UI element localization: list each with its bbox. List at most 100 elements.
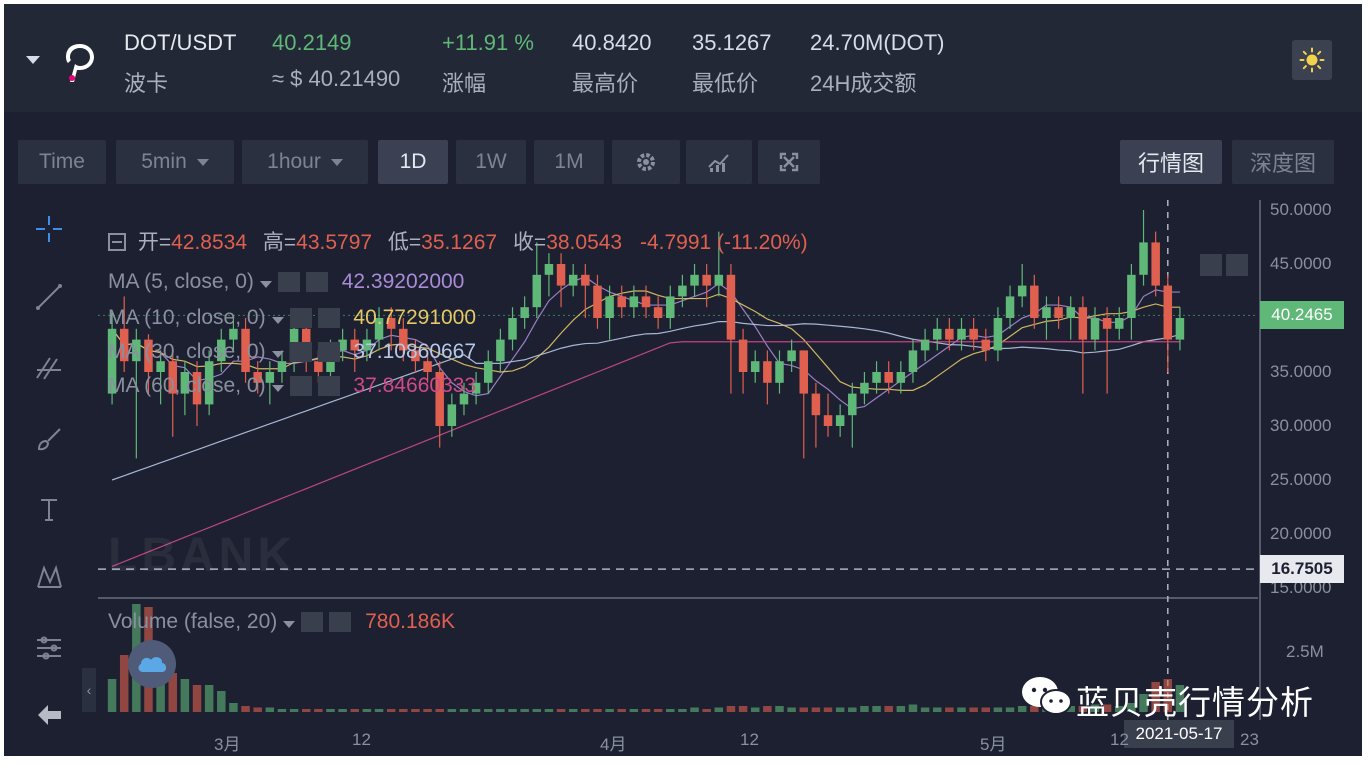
volume-bar xyxy=(823,707,833,712)
panel-collapse-tab[interactable]: ‹ xyxy=(82,668,96,712)
time-button[interactable]: Time xyxy=(18,140,106,184)
gear-icon[interactable] xyxy=(301,612,324,633)
volume-bar xyxy=(192,685,202,712)
candle-body xyxy=(787,350,796,362)
volume-bar xyxy=(1078,706,1088,712)
volume-bar xyxy=(471,709,481,712)
volume-bar xyxy=(484,709,493,712)
candle-body xyxy=(835,415,845,426)
candle-body xyxy=(1102,318,1112,329)
volume-bar xyxy=(593,709,602,712)
volume-bar xyxy=(1102,704,1112,712)
candle-body xyxy=(459,393,469,405)
volume-bar xyxy=(411,709,420,712)
price-axis[interactable]: 50.0000 45.0000 35.0000 30.0000 25.0000 20.00… xyxy=(1258,200,1362,720)
settings-button[interactable] xyxy=(612,140,680,184)
volume-bar xyxy=(629,709,639,712)
volume-bar xyxy=(993,707,1003,712)
interval-1m-button[interactable]: 1M xyxy=(534,140,604,184)
candle-body xyxy=(848,393,857,416)
caret-down-icon[interactable] xyxy=(271,351,284,358)
y-axis-tick: 50.0000 xyxy=(1270,200,1332,219)
volume-bar xyxy=(605,709,614,712)
volume-bar xyxy=(811,707,821,712)
text-tool[interactable] xyxy=(32,492,66,526)
close-icon[interactable] xyxy=(329,612,352,633)
chart-area[interactable] xyxy=(98,200,1258,740)
candle-body xyxy=(823,415,833,426)
low-label: 最低价 xyxy=(692,71,759,96)
caret-down-icon[interactable] xyxy=(283,621,296,628)
close-icon[interactable] xyxy=(317,308,340,329)
pattern-tool[interactable] xyxy=(32,560,66,594)
caret-down-icon[interactable] xyxy=(271,317,284,324)
candle-body xyxy=(484,361,493,383)
volume-bar xyxy=(508,709,517,712)
candle-body xyxy=(374,318,384,340)
volume-bar xyxy=(1017,706,1027,712)
volume-bar xyxy=(763,706,772,712)
volume-bar xyxy=(848,707,857,712)
cloud-icon xyxy=(138,657,167,672)
fib-tool[interactable] xyxy=(32,350,66,384)
theme-toggle-button[interactable] xyxy=(1292,40,1332,80)
close-icon[interactable] xyxy=(317,376,340,397)
close-icon[interactable] xyxy=(305,272,328,293)
gear-icon[interactable] xyxy=(289,342,312,363)
volume-bar xyxy=(957,707,966,712)
change-value: +11.91 % xyxy=(442,30,534,55)
trendline-tool[interactable] xyxy=(32,280,66,314)
caret-down-icon[interactable] xyxy=(259,281,272,288)
volume-bar xyxy=(932,707,942,712)
interval-1d-button[interactable]: 1D xyxy=(378,140,448,184)
interval-1w-button[interactable]: 1W xyxy=(456,140,526,184)
cloud-badge-icon[interactable] xyxy=(128,640,176,688)
close-label: 收= xyxy=(512,231,547,254)
gear-icon[interactable] xyxy=(289,308,312,329)
candle-body xyxy=(423,361,432,372)
candle-body xyxy=(204,361,214,405)
measure-tool[interactable] xyxy=(32,630,66,664)
high-label: 最高价 xyxy=(572,71,639,96)
brush-tool[interactable] xyxy=(32,422,66,456)
last-price-tag: 40.2465 xyxy=(1260,301,1344,330)
candle-body xyxy=(508,318,517,340)
volume-bar xyxy=(532,709,542,712)
candle-body xyxy=(192,372,202,405)
interval-1hour-dropdown[interactable]: 1hour xyxy=(242,140,368,184)
ma30-legend: MA (30, close, 0) 37.10860667 xyxy=(108,340,476,364)
scroll-arrow-icon[interactable] xyxy=(1226,254,1248,276)
y-axis-tick: 20.0000 xyxy=(1270,524,1332,543)
candle-body xyxy=(1139,242,1148,275)
interval-5min-dropdown[interactable]: 5min xyxy=(116,140,234,184)
price-axis-line xyxy=(1259,200,1261,720)
caret-down-icon xyxy=(196,158,209,166)
volume-bar xyxy=(1139,694,1148,712)
indicators-button[interactable] xyxy=(686,140,752,184)
caret-down-icon[interactable] xyxy=(271,385,284,392)
gear-icon[interactable] xyxy=(289,376,312,397)
fullscreen-button[interactable] xyxy=(758,140,820,184)
crosshair-tool[interactable] xyxy=(32,212,66,246)
legend-toggle-icon[interactable] xyxy=(108,233,126,251)
crosshair-price-tag: 16.7505 xyxy=(1260,555,1344,584)
candle-body xyxy=(775,361,784,383)
volume-bar xyxy=(945,707,954,712)
scroll-arrow-icon[interactable] xyxy=(1200,254,1222,276)
collapse-arrow-icon[interactable] xyxy=(26,56,40,64)
candle-body xyxy=(1054,307,1063,318)
close-icon[interactable] xyxy=(317,342,340,363)
volume-bar xyxy=(738,706,748,712)
y-axis-tick: 45.0000 xyxy=(1270,254,1332,273)
candle-body xyxy=(144,339,153,372)
kline-view-tab[interactable]: 行情图 xyxy=(1120,140,1222,184)
ma30-value: 37.10860667 xyxy=(353,340,477,363)
candle-body xyxy=(314,361,323,372)
back-button[interactable] xyxy=(32,698,66,732)
candle-body xyxy=(556,264,566,286)
trendline-icon xyxy=(36,284,62,310)
depth-view-tab[interactable]: 深度图 xyxy=(1232,140,1334,184)
gear-icon[interactable] xyxy=(277,272,300,293)
pair-name: 波卡 xyxy=(124,71,169,96)
candle-body xyxy=(253,372,262,383)
